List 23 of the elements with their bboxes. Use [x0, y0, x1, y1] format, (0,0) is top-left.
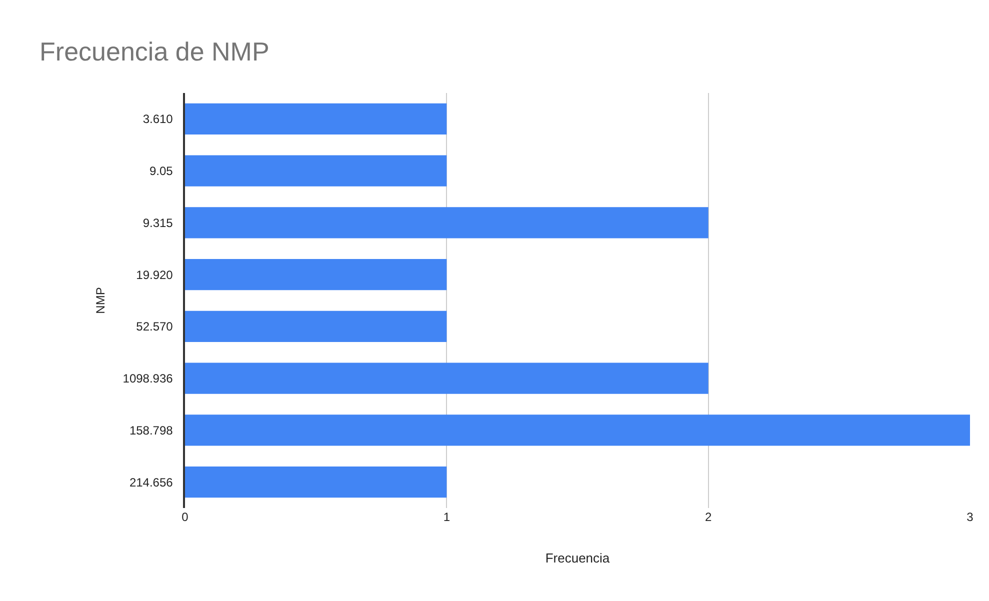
y-tick-label: 19.920: [136, 268, 174, 282]
x-tick-label: 3: [966, 510, 974, 524]
bar: [185, 103, 447, 134]
y-tick-label: 52.570: [136, 320, 174, 334]
bar: [185, 155, 447, 186]
x-tick-label: 1: [443, 510, 450, 524]
bar: [185, 362, 708, 394]
y-axis-title: NMP: [94, 287, 108, 314]
y-tick-label: 1098.936: [122, 372, 174, 386]
y-tick-label: 3.610: [142, 112, 174, 126]
y-tick-label: 158.798: [129, 423, 174, 438]
bar: [185, 466, 447, 498]
bar: [185, 207, 708, 238]
chart-title: Frecuencia de NMP: [40, 36, 270, 66]
bar: [185, 259, 447, 290]
x-tick-label: 2: [704, 510, 712, 524]
x-axis-title: Frecuencia: [545, 550, 610, 566]
bar: [185, 414, 970, 446]
bar: [185, 310, 447, 342]
y-tick-label: 214.656: [129, 475, 174, 490]
y-tick-label: 9.05: [149, 164, 174, 178]
x-tick-label: 0: [182, 510, 189, 524]
y-tick-label: 9.315: [142, 216, 174, 230]
